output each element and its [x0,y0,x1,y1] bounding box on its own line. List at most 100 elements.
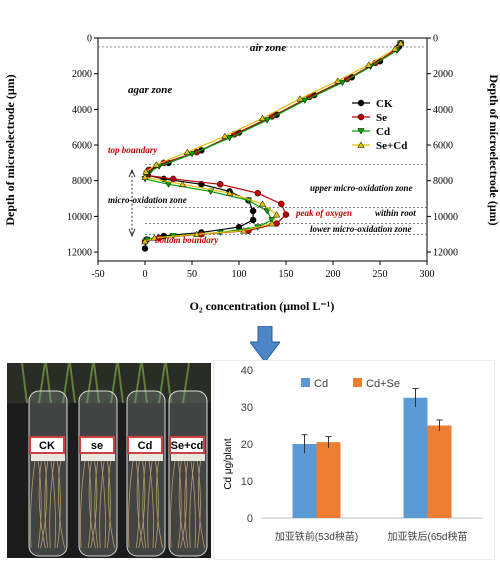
root [184,460,189,549]
root [107,460,115,549]
y-tick-label-right: 4000 [433,105,453,116]
leaf [38,363,46,404]
bar [292,444,317,518]
bar [316,442,341,518]
root [148,460,154,549]
root [138,460,146,549]
leaf [93,363,100,404]
root [40,460,48,549]
bar-legend-label: Cd+Se [366,378,400,390]
tube-foam [171,451,205,461]
y-tick-label-right: 10000 [433,212,458,223]
tube-foam [81,451,115,461]
x-tick-label: 50 [187,269,197,280]
data-point [240,227,248,234]
leaf [69,363,76,404]
test-tube [126,390,166,557]
root [87,460,92,549]
root [80,460,86,549]
y-tick-label-right: 8000 [433,176,453,187]
x-tick-label: 150 [279,269,294,280]
oxygen-profile-chart: -50 0 50 100 150 200 250 300 0 0 2000 2000 4000 4000 6… [3,34,500,314]
data-point [278,200,285,208]
root [180,460,188,549]
legend-marker [357,141,365,148]
bar [403,397,428,518]
data-point [141,237,149,245]
tube-label: CK [39,440,55,452]
tube-label: se [91,440,103,452]
data-point [263,208,271,215]
root [155,460,163,549]
bar [427,425,452,518]
bar-legend-swatch [353,378,362,387]
root [197,460,205,549]
rice-seedlings-photo: CK se Cd Se+cd [7,363,211,558]
tube-label: Se+cd [171,440,204,452]
y-axis-label-right: Depth of microelectrode (μm) [487,74,500,225]
root [107,460,111,549]
y-tick-label-left: 6000 [72,141,92,152]
root [177,460,182,549]
leaf [134,363,142,404]
data-point [249,207,257,215]
leaf [62,363,70,404]
bar-legend-swatch [301,378,310,387]
data-point [249,216,257,224]
leaf [21,363,28,404]
y-tick-label-right: 2000 [433,69,453,80]
legend-marker [357,99,365,107]
tube-foam [129,451,163,461]
root [38,460,46,549]
root [90,460,98,549]
y-tick-label-right: 0 [433,34,438,45]
root [178,460,186,549]
root [44,460,49,549]
bar-category-label: 加亚铁前(53d秧苗) [275,530,358,543]
tube-label: Cd [138,440,153,452]
data-point [397,39,405,47]
x-tick-label: 200 [326,269,341,280]
y-tick-label-right: 6000 [433,141,453,152]
data-point [169,175,177,183]
tube-label-card [79,436,115,454]
x-axis-label: O₂ concentration (μmol L⁻¹) [190,299,335,313]
root [170,460,176,549]
x-tick-label: 0 [143,269,148,280]
annotation-upper-micro-oxidation-zone: upper micro-oxidation zone [310,183,413,193]
data-point [365,61,373,68]
tube-label-card [127,436,163,454]
bar-category-label: 加亚铁后(65d秧苗 [387,530,467,543]
y-axis-label-left: Depth of microelectrode (μm) [3,74,17,225]
annotation-top-boundary: top boundary [108,145,158,155]
data-point [391,45,399,52]
data-point [225,189,234,196]
data-point [193,230,201,237]
bracket-arrow-top [128,168,136,178]
root [99,460,105,549]
plot-area: -50 0 50 100 150 200 250 300 0 0 2000 2000 4000 4000 6… [67,34,458,281]
test-tube [28,390,68,557]
data-point [150,234,159,241]
series-line-3 [144,42,402,242]
root [49,460,55,549]
root [100,460,106,549]
tube-foam [31,451,65,461]
data-point [216,181,224,188]
annotation-within-root: within root [375,208,416,218]
leaf [110,363,118,404]
root [135,460,140,549]
data-point [334,77,342,84]
x-tick-label: 250 [373,269,388,280]
annotation-agar-zone: agar zone [128,84,172,96]
down-arrow-icon [250,326,280,362]
test-tubes: CK se Cd Se+cd [21,363,208,557]
leaf [158,363,166,404]
root [37,460,42,549]
data-point [258,114,267,122]
root [50,460,56,549]
bar-plot-area: 0 10 20 30 40 加亚铁前(53d秧苗) 加亚铁后(65d秧苗 Cd Cd+Se [241,365,483,543]
y-tick-label-left: 10000 [67,212,92,223]
x-tick-label: 100 [232,269,247,280]
y-tick-label-right: 12000 [433,248,458,259]
